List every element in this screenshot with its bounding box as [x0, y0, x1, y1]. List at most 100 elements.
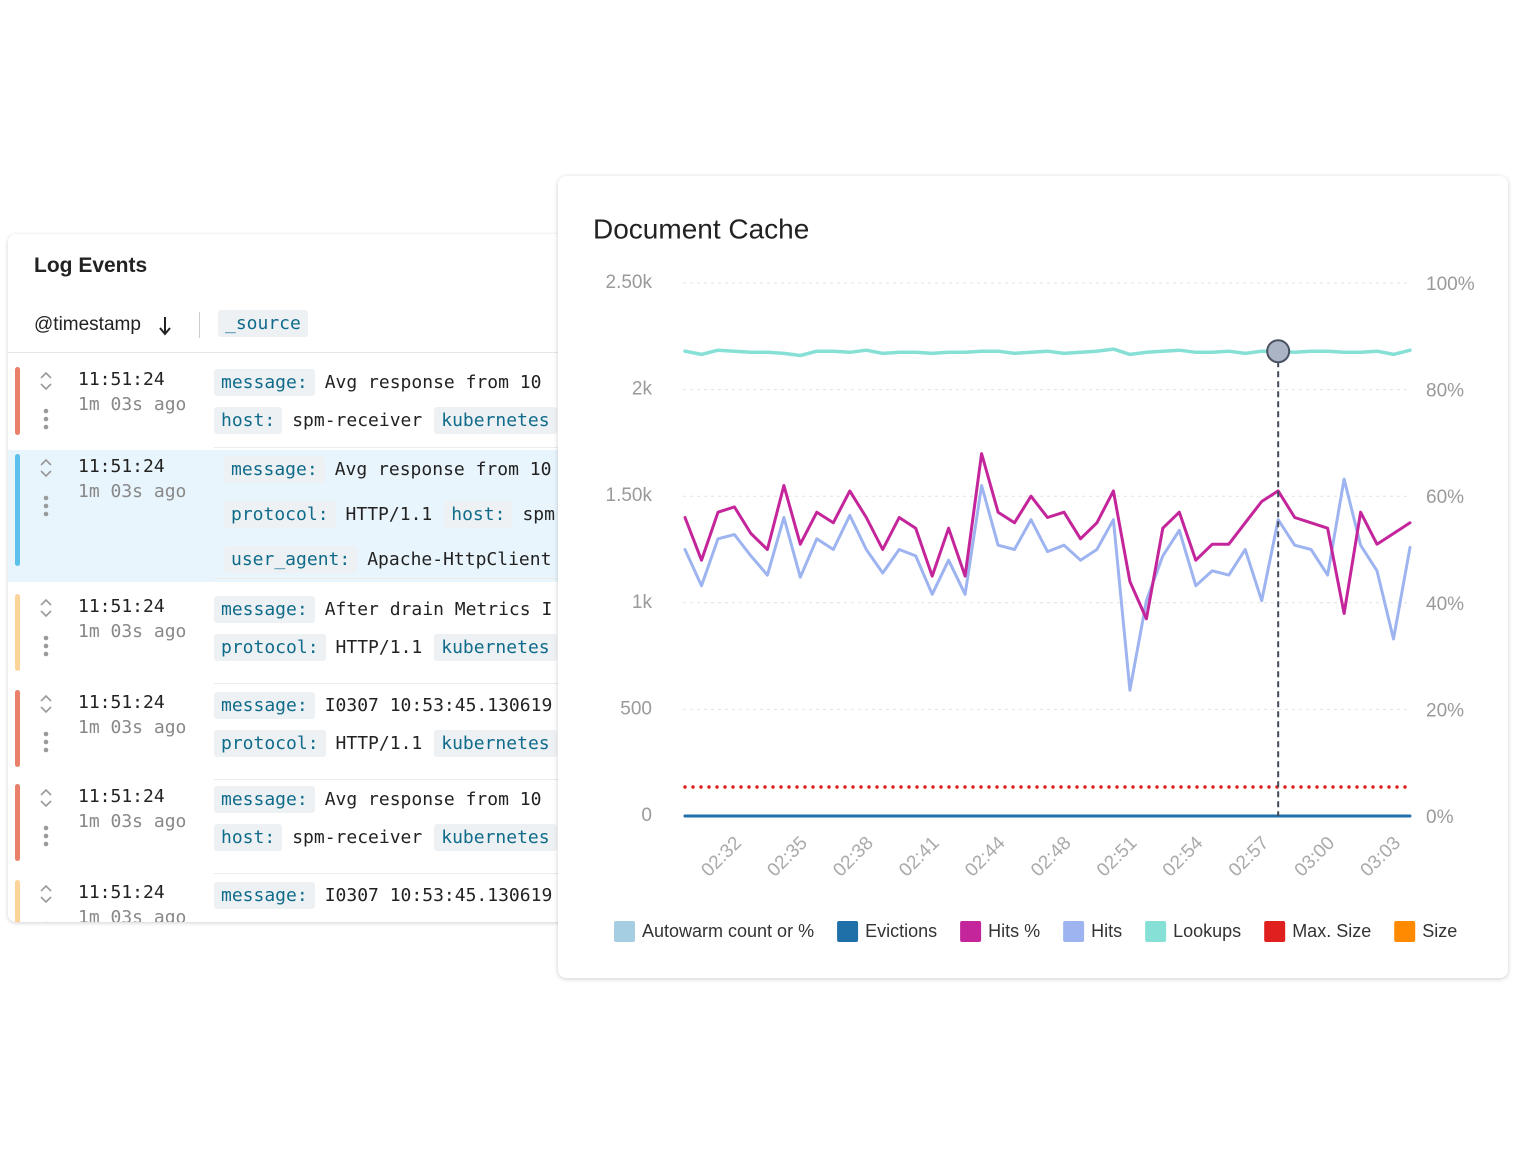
y2-tick-label: 80%	[1426, 381, 1464, 402]
legend-item[interactable]: Lookups	[1145, 921, 1241, 942]
y2-tick-label: 60%	[1426, 487, 1464, 508]
field-line: protocol: HTTP/1.1 host: spm	[224, 501, 555, 528]
field-value: Avg response from 10	[324, 789, 542, 810]
legend-label: Max. Size	[1292, 921, 1371, 941]
x-tick-label: 03:00	[1291, 833, 1339, 881]
legend-swatch	[614, 921, 635, 942]
row-separator	[214, 447, 628, 448]
sort-arrow[interactable]	[158, 316, 172, 336]
row-ago: 1m 03s ago	[78, 717, 187, 738]
legend-item[interactable]: Hits %	[960, 921, 1040, 942]
row-time: 11:51:24	[78, 786, 165, 807]
row-actions[interactable]	[38, 458, 54, 528]
series-line	[683, 477, 1412, 692]
x-tick-label: 02:44	[961, 832, 1010, 881]
field-value: After drain Metrics I	[324, 599, 553, 620]
legend-item[interactable]: Size	[1394, 921, 1457, 942]
field-line: protocol: HTTP/1.1 kubernetes	[214, 730, 557, 757]
header-border	[8, 352, 628, 353]
field-key: message:	[214, 882, 315, 909]
sort-column[interactable]: @timestamp	[34, 314, 141, 335]
row-time: 11:51:24	[78, 456, 165, 477]
legend-label: Lookups	[1173, 921, 1241, 941]
field-line: protocol: HTTP/1.1 kubernetes	[214, 634, 557, 661]
legend-item[interactable]: Evictions	[837, 921, 937, 942]
field-value: spm	[522, 504, 555, 525]
row-ago: 1m 03s ago	[78, 811, 187, 832]
row-ago: 1m 03s ago	[78, 907, 187, 922]
y-tick-label: 500	[620, 698, 652, 719]
y2-tick-label: 0%	[1426, 807, 1454, 828]
row-actions[interactable]	[38, 371, 54, 441]
legend-label: Hits %	[988, 921, 1040, 941]
field-key: message:	[214, 692, 315, 719]
legend-swatch	[1264, 921, 1286, 942]
row-level-bar	[15, 690, 20, 767]
legend-label: Autowarm count or %	[642, 921, 814, 941]
y-tick-label: 0	[641, 805, 652, 826]
row-ago: 1m 03s ago	[78, 481, 187, 502]
hover-point	[1266, 339, 1291, 364]
panel-title: Log Events	[34, 254, 148, 277]
field-value: I0307 10:53:45.130619	[324, 695, 553, 716]
divider	[199, 312, 200, 338]
field-key: protocol:	[224, 501, 336, 528]
legend-swatch	[1394, 921, 1416, 942]
field-key: message:	[224, 456, 325, 483]
field-value: Apache-HttpClient	[367, 549, 552, 570]
row-time: 11:51:24	[78, 596, 165, 617]
field-line: message: I0307 10:53:45.130619	[214, 882, 552, 909]
y-tick-label: 2.50k	[606, 272, 653, 293]
source-column[interactable]: _source	[218, 310, 308, 337]
legend-swatch	[960, 921, 982, 942]
y-tick-label: 2k	[632, 379, 653, 400]
field-key: protocol:	[214, 634, 326, 661]
field-line: message: Avg response from 10	[224, 456, 551, 483]
log-events-panel: Log Events @timestamp _source 11:51:24 1m…	[8, 234, 628, 922]
legend-swatch	[1145, 921, 1167, 942]
chart: Document Cache 0 500 1k 1.50k 2k 2.50k 0% 20% 40…	[593, 213, 1475, 942]
field-value: HTTP/1.1	[335, 637, 423, 658]
row-separator	[214, 873, 628, 874]
field-key: host:	[214, 407, 283, 434]
series-line	[683, 452, 1412, 621]
x-tick-label: 02:57	[1225, 833, 1273, 881]
legend-label: Evictions	[865, 921, 937, 941]
field-line: host: spm-receiver kubernetes	[214, 407, 557, 434]
x-tick-label: 02:51	[1093, 833, 1141, 881]
row-actions[interactable]	[38, 694, 54, 764]
y2-tick-label: 20%	[1426, 700, 1464, 721]
field-key: user_agent:	[224, 546, 358, 573]
legend-swatch	[1063, 921, 1085, 942]
legend-item[interactable]: Hits	[1063, 921, 1122, 942]
field-line: user_agent: Apache-HttpClient	[224, 546, 551, 573]
chart-panel: Document Cache 0 500 1k 1.50k 2k 2.50k 0% 20% 40…	[558, 176, 1508, 978]
row-level-bar	[15, 594, 20, 671]
x-tick-label: 02:38	[829, 833, 877, 881]
field-value: HTTP/1.1	[345, 504, 433, 525]
field-key: protocol:	[214, 730, 326, 757]
field-value: HTTP/1.1	[335, 733, 423, 754]
row-actions[interactable]	[38, 598, 54, 668]
row-ago: 1m 03s ago	[78, 394, 187, 415]
field-line: message: Avg response from 10	[214, 786, 541, 813]
x-tick-label: 03:03	[1357, 833, 1405, 881]
field-line: message: Avg response from 10	[214, 369, 541, 396]
series-line	[683, 347, 1412, 358]
field-key: host:	[214, 824, 283, 851]
chart-title: Document Cache	[593, 213, 809, 244]
legend-item[interactable]: Max. Size	[1264, 921, 1371, 942]
legend-item[interactable]: Autowarm count or %	[614, 921, 814, 942]
row-ago: 1m 03s ago	[78, 621, 187, 642]
field-key: message:	[214, 369, 315, 396]
row-separator	[214, 683, 628, 684]
row-level-bar	[15, 784, 20, 861]
y-tick-label: 1k	[632, 592, 653, 613]
field-line: host: spm-receiver kubernetes	[214, 824, 557, 851]
row-actions[interactable]	[38, 788, 54, 858]
row-level-bar	[15, 880, 20, 922]
row-actions[interactable]	[38, 884, 54, 922]
x-tick-label: 02:48	[1027, 833, 1075, 881]
x-tick-label: 02:35	[763, 833, 811, 881]
field-value: Avg response from 10	[334, 459, 552, 480]
